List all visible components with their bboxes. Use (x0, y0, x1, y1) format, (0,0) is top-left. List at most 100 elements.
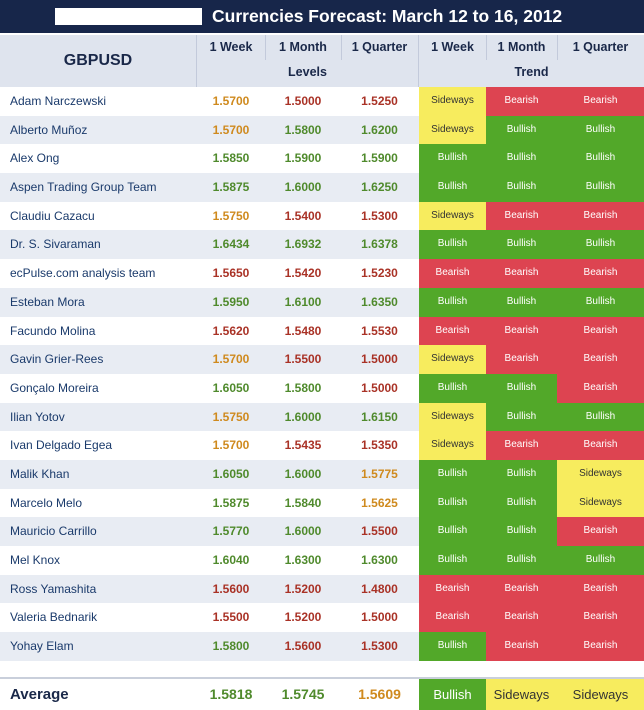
level-week: 1.5750 (212, 409, 250, 424)
analyst-name: Gavin Grier-Rees (10, 352, 104, 367)
footer-spacer (0, 661, 644, 677)
table-row: Esteban Mora 1.5950 1.6100 1.6350 Bullish Bul… (0, 287, 644, 317)
level-week: 1.5950 (212, 294, 250, 309)
level-quarter: 1.5500 (361, 524, 398, 539)
analyst-name: Claudiu Cazacu (10, 208, 95, 223)
levels-period-week: 1 Week (209, 40, 253, 54)
table-row: Aspen Trading Group Team 1.5875 1.6000 1.62… (0, 173, 644, 202)
trend-week: Bullish (419, 517, 486, 546)
trend-quarter: Bearish (557, 517, 644, 546)
levels-header-cell (197, 35, 418, 87)
trend-period-month: 1 Month (497, 40, 546, 54)
header-divider (196, 35, 197, 87)
analyst-name: Aspen Trading Group Team (10, 180, 157, 195)
table-row: Yohay Elam 1.5800 1.5600 1.5300 Bullish Beari… (0, 632, 644, 661)
level-week: 1.5750 (212, 208, 250, 223)
table-row: Gavin Grier-Rees 1.5700 1.5500 1.5000 Sidewa… (0, 345, 644, 374)
levels-period-quarter: 1 Quarter (351, 40, 408, 54)
level-quarter: 1.6250 (361, 180, 398, 195)
trend-header-cell (419, 35, 644, 87)
table-row: Adam Narczewski 1.5700 1.5000 1.5250 Sideway… (0, 87, 644, 116)
trend-month: Bullish (486, 144, 557, 174)
trend-month: Bullish (486, 517, 557, 546)
trend-label: Trend (514, 65, 549, 79)
trend-quarter: Sideways (557, 488, 644, 518)
trend-quarter: Bullish (557, 230, 644, 260)
trend-week: Sideways (419, 345, 486, 374)
pair-name: GBPUSD (63, 52, 133, 69)
level-week: 1.5700 (212, 94, 250, 108)
level-quarter: 1.5250 (361, 94, 398, 108)
trend-month: Bullish (486, 115, 557, 145)
table-row: Malik Khan 1.6050 1.6000 1.5775 Bullish Bulli… (0, 459, 644, 489)
table-row: Valeria Bednarik 1.5500 1.5200 1.5000 Bearis… (0, 603, 644, 633)
table-row: ecPulse.com analysis team 1.5650 1.5420 1.5… (0, 259, 644, 288)
pair-header-cell (0, 35, 196, 87)
average-row: Average 1.5818 1.5745 1.5609 Bullish Sid… (0, 677, 644, 710)
trend-month: Bearish (486, 316, 557, 346)
trend-week: Bearish (419, 259, 486, 288)
level-quarter: 1.5775 (361, 466, 398, 481)
level-month: 1.6000 (284, 180, 322, 195)
trend-quarter: Bullish (557, 402, 644, 432)
level-month: 1.5500 (284, 352, 322, 367)
trend-quarter: Bearish (557, 316, 644, 346)
forecast-table-body: Adam Narczewski 1.5700 1.5000 1.5250 Sideway… (0, 87, 644, 661)
level-quarter: 1.6200 (361, 122, 398, 137)
average-level-month: 1.5745 (281, 686, 325, 702)
trend-week: Sideways (419, 431, 486, 460)
trend-week: Bearish (419, 603, 486, 633)
trend-month: Bullish (486, 459, 557, 489)
trend-quarter: Bearish (557, 431, 644, 460)
header-divider (341, 35, 342, 60)
trend-period-quarter: 1 Quarter (572, 40, 629, 54)
level-week: 1.6040 (212, 553, 250, 567)
trend-month: Bearish (486, 431, 557, 460)
level-month: 1.5800 (284, 122, 322, 137)
trend-week: Bullish (419, 459, 486, 489)
trend-quarter: Bullish (557, 173, 644, 202)
trend-month: Bullish (486, 546, 557, 575)
trend-quarter: Bearish (557, 87, 644, 116)
level-month: 1.5435 (284, 438, 322, 453)
trend-week: Bullish (419, 144, 486, 174)
header-divider (557, 35, 558, 60)
level-month: 1.5800 (284, 380, 322, 395)
level-month: 1.6000 (284, 466, 322, 481)
analyst-name: Malik Khan (10, 466, 70, 481)
table-row: Dr. S. Sivaraman 1.6434 1.6932 1.6378 Bullis… (0, 230, 644, 260)
level-week: 1.5800 (212, 639, 250, 654)
trend-week: Bearish (419, 574, 486, 604)
trend-quarter: Bullish (557, 115, 644, 145)
trend-week: Sideways (419, 115, 486, 145)
level-month: 1.6300 (284, 553, 322, 567)
level-month: 1.5420 (284, 266, 322, 281)
trend-month: Bullish (486, 402, 557, 432)
level-week: 1.6050 (212, 466, 250, 481)
table-row: Alex Ong 1.5850 1.5900 1.5900 Bullish Bullish… (0, 144, 644, 174)
level-quarter: 1.5000 (361, 380, 398, 395)
analyst-name: Esteban Mora (10, 294, 85, 309)
level-quarter: 1.6378 (361, 237, 398, 252)
level-quarter: 1.6150 (361, 409, 398, 424)
page-title: Currencies Forecast: March 12 to 16, 201… (212, 6, 563, 26)
trend-quarter: Bearish (557, 603, 644, 633)
table-row: Mel Knox 1.6040 1.6300 1.6300 Bullish Bullish… (0, 546, 644, 575)
trend-period-week: 1 Week (431, 40, 474, 54)
average-level-quarter: 1.5609 (358, 686, 401, 702)
trend-month: Bullish (486, 173, 557, 202)
trend-week: Sideways (419, 402, 486, 432)
level-quarter: 1.5300 (361, 639, 398, 654)
table-row: Facundo Molina 1.5620 1.5480 1.5530 Bearish B… (0, 316, 644, 346)
level-month: 1.5000 (284, 94, 322, 108)
table-row: Marcelo Melo 1.5875 1.5840 1.5625 Bullish Bul… (0, 488, 644, 518)
trend-quarter: Bearish (557, 259, 644, 288)
level-month: 1.5400 (284, 208, 322, 223)
trend-quarter: Bullish (557, 144, 644, 174)
level-month: 1.6000 (284, 409, 322, 424)
table-row: Claudiu Cazacu 1.5750 1.5400 1.5300 Sideways… (0, 201, 644, 231)
analyst-name: Gonçalo Moreira (10, 380, 99, 395)
analyst-name: Alberto Muñoz (10, 122, 88, 137)
level-week: 1.5700 (212, 352, 250, 367)
analyst-name: Ivan Delgado Egea (10, 438, 113, 453)
